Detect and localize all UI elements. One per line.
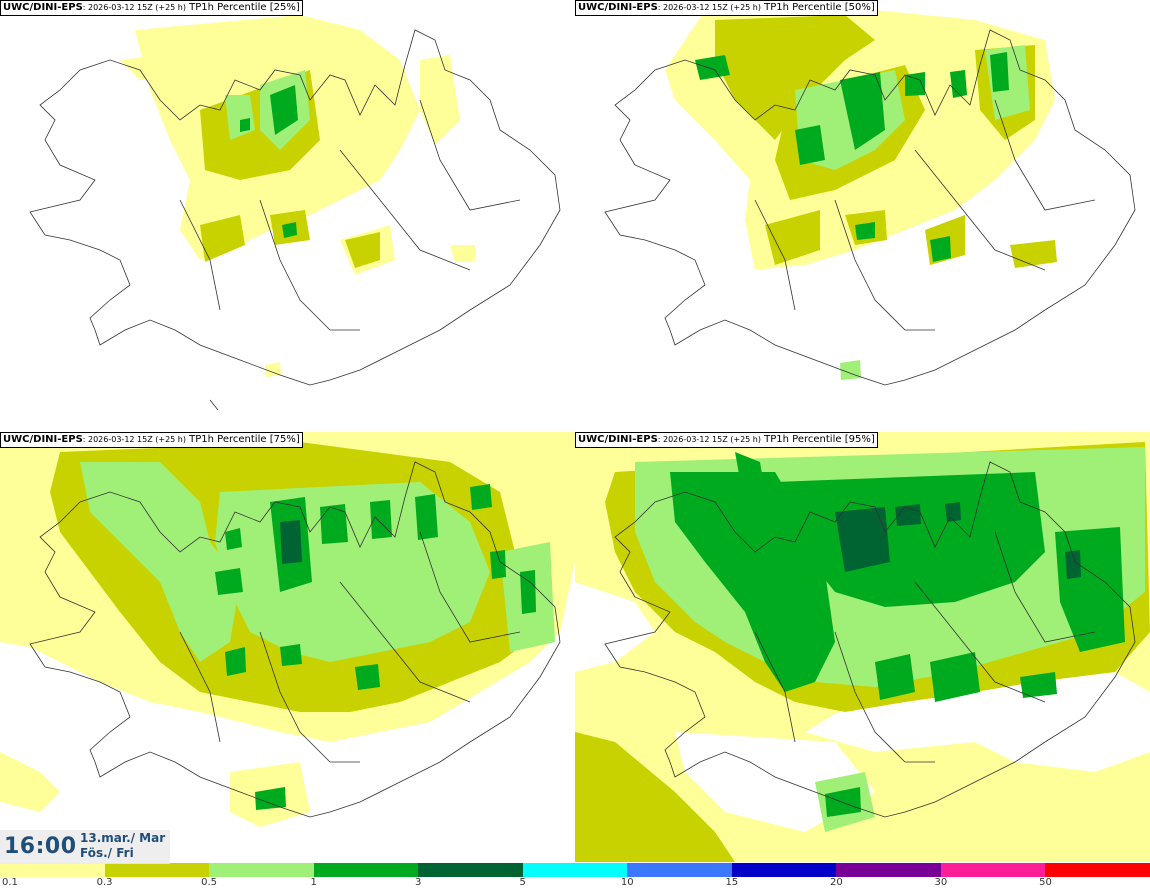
model-name: UWC/DINI-EPS bbox=[3, 434, 83, 445]
model-name: UWC/DINI-EPS bbox=[578, 2, 658, 13]
colorbar-segment bbox=[0, 863, 105, 877]
precip-field bbox=[120, 15, 475, 377]
colorbar-segment bbox=[836, 863, 941, 877]
field-name: TP1h Percentile [95%] bbox=[760, 434, 875, 445]
colorbar-tick-label: 30 bbox=[934, 877, 948, 888]
run-info: : 2026-03-12 15Z (+25 h) bbox=[82, 435, 186, 444]
run-info: : 2026-03-12 15Z (+25 h) bbox=[657, 3, 761, 12]
colorbar-ticks: 0.1 0.3 0.5 1 3 5 10 15 20 30 50 bbox=[0, 877, 1150, 891]
colorbar-segment bbox=[209, 863, 314, 877]
colorbar-segment bbox=[104, 863, 210, 877]
panel-title-p50: UWC/DINI-EPS: 2026-03-12 15Z (+25 h) TP1… bbox=[575, 0, 878, 16]
panel-title-p25: UWC/DINI-EPS: 2026-03-12 15Z (+25 h) TP1… bbox=[0, 0, 303, 16]
panel-title-p95: UWC/DINI-EPS: 2026-03-12 15Z (+25 h) TP1… bbox=[575, 432, 878, 448]
map-panel-p75: UWC/DINI-EPS: 2026-03-12 15Z (+25 h) TP1… bbox=[0, 432, 575, 862]
panel-title-p75: UWC/DINI-EPS: 2026-03-12 15Z (+25 h) TP1… bbox=[0, 432, 303, 448]
colorbar-tick-label: 20 bbox=[829, 877, 843, 888]
colorbar-tick-label: 0.1 bbox=[2, 877, 18, 888]
field-name: TP1h Percentile [75%] bbox=[185, 434, 300, 445]
colorbar-segment bbox=[627, 863, 732, 877]
colorbar-tick-label: 3 bbox=[414, 877, 422, 888]
colorbar-segment bbox=[313, 863, 419, 877]
run-info: : 2026-03-12 15Z (+25 h) bbox=[82, 3, 186, 12]
coastline bbox=[604, 29, 1136, 386]
colorbar-segment bbox=[731, 863, 837, 877]
colorbar-tick-label: 10 bbox=[620, 877, 634, 888]
precip-field bbox=[575, 432, 1150, 862]
precip-field bbox=[665, 10, 1057, 380]
model-name: UWC/DINI-EPS bbox=[578, 434, 658, 445]
colorbar-tick-label: 1 bbox=[310, 877, 317, 888]
coastline bbox=[29, 29, 561, 411]
precip-map-p50 bbox=[604, 10, 1136, 386]
field-name: TP1h Percentile [50%] bbox=[760, 2, 875, 13]
coastline bbox=[29, 461, 561, 818]
valid-time: 16:00 bbox=[4, 834, 77, 859]
colorbar-tick-label: 50 bbox=[1039, 877, 1052, 888]
field-name: TP1h Percentile [25%] bbox=[185, 2, 300, 13]
valid-date-line1: 13.mar./ Mar bbox=[80, 831, 166, 845]
coastline bbox=[604, 461, 1136, 818]
colorbar-tick-label: 0.5 bbox=[201, 877, 218, 888]
valid-time-box: 16:00 13.mar./ Mar Fös./ Fri bbox=[0, 830, 170, 864]
colorbar-tick-label: 15 bbox=[725, 877, 739, 888]
colorbar-segment bbox=[418, 863, 523, 877]
model-name: UWC/DINI-EPS bbox=[3, 2, 83, 13]
precip-field bbox=[0, 432, 575, 827]
precip-colorbar bbox=[0, 863, 1150, 877]
colorbar-tick-label: 0.3 bbox=[96, 877, 113, 888]
colorbar-segment bbox=[1045, 863, 1150, 877]
colorbar-segment bbox=[522, 863, 628, 877]
valid-date-line2: Fös./ Fri bbox=[80, 846, 134, 860]
precip-map-p95 bbox=[575, 432, 1150, 862]
map-panel-p25: UWC/DINI-EPS: 2026-03-12 15Z (+25 h) TP1… bbox=[0, 0, 575, 430]
precip-map-p75 bbox=[0, 432, 575, 827]
colorbar-segment bbox=[940, 863, 1046, 877]
precip-map-p25 bbox=[29, 15, 561, 411]
map-panel-p95: UWC/DINI-EPS: 2026-03-12 15Z (+25 h) TP1… bbox=[575, 432, 1150, 862]
colorbar-tick-label: 5 bbox=[519, 877, 526, 888]
run-info: : 2026-03-12 15Z (+25 h) bbox=[657, 435, 761, 444]
map-panel-p50: UWC/DINI-EPS: 2026-03-12 15Z (+25 h) TP1… bbox=[575, 0, 1150, 430]
